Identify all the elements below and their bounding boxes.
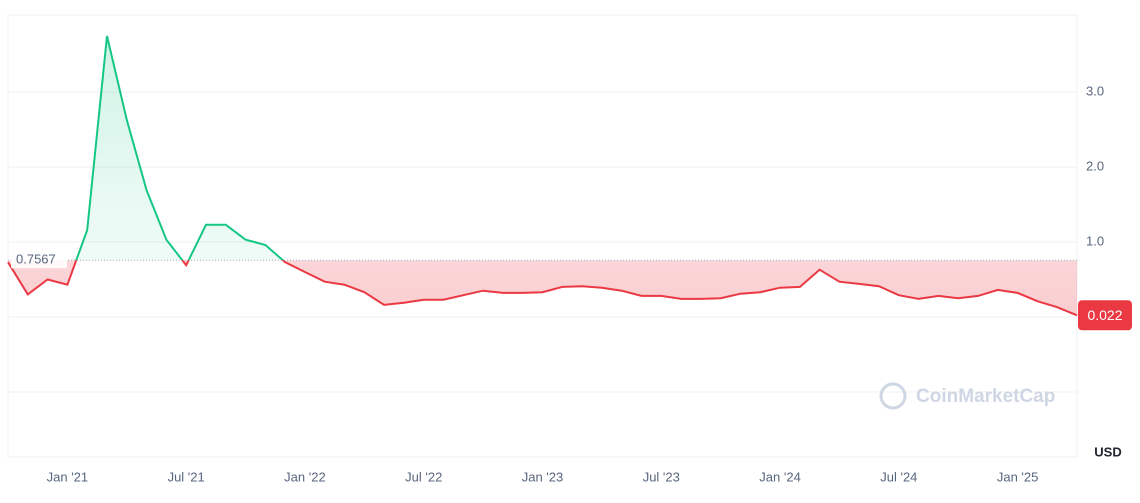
x-tick-label: Jan '22: [284, 469, 326, 484]
x-tick-label: Jan '21: [47, 469, 89, 484]
watermark-logo: [879, 382, 907, 410]
y-tick-label: 1.0: [1086, 233, 1104, 248]
plot-frame: [7, 14, 1078, 458]
y-axis-unit: USD: [1094, 444, 1121, 459]
x-tick-label: Jul '21: [168, 469, 205, 484]
price-line-down: [7, 260, 1078, 317]
y-tick-label: 3.0: [1086, 84, 1104, 99]
area-down: [8, 260, 1077, 316]
baseline-label-bg: [11, 250, 67, 269]
x-tick-label: Jan '25: [997, 469, 1039, 484]
watermark-text: CoinMarketCap: [916, 386, 1055, 407]
last-price-label: 0.022: [1087, 307, 1122, 323]
x-tick-label: Jan '23: [522, 469, 564, 484]
area-up: [8, 36, 1077, 261]
last-price-bg: [1078, 300, 1132, 331]
x-tick-label: Jul '22: [405, 469, 442, 484]
watermark: CoinMarketCap: [879, 382, 1055, 410]
x-tick-label: Jan '24: [759, 469, 801, 484]
x-tick-label: Jul '23: [643, 469, 680, 484]
y-tick-label: 2.0: [1086, 159, 1104, 174]
x-tick-label: Jul '24: [880, 469, 917, 484]
baseline-label: 0.7567: [16, 252, 56, 267]
